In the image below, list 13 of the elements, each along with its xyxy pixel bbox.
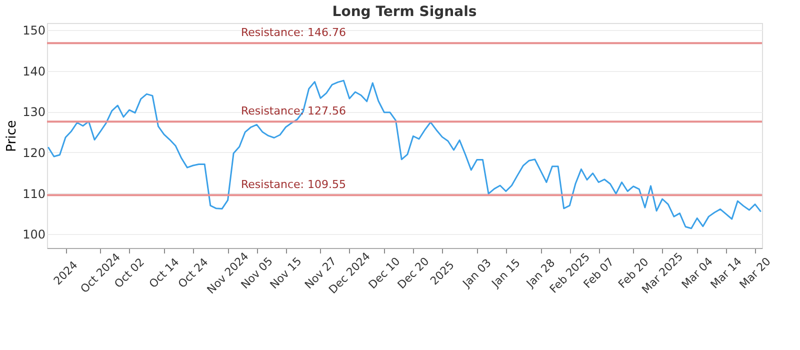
y-tick-label: 150 <box>22 23 46 38</box>
y-tick-label: 120 <box>22 146 46 160</box>
y-tick-label: 100 <box>22 228 46 242</box>
y-tick-label: 140 <box>22 64 46 78</box>
ref-line-label: Resistance: 127.56 <box>241 104 346 118</box>
y-tick-label: 110 <box>22 186 46 201</box>
ref-line-label: Resistance: 109.55 <box>241 178 346 192</box>
x-tick-label: Jan 15 <box>488 256 523 291</box>
ref-line-label: Resistance: 146.76 <box>241 26 346 40</box>
y-axis-title: Price <box>4 120 20 152</box>
line-series <box>47 80 762 230</box>
y-tick-label: 130 <box>22 105 46 120</box>
chart-title: Long Term Signals <box>332 4 477 20</box>
